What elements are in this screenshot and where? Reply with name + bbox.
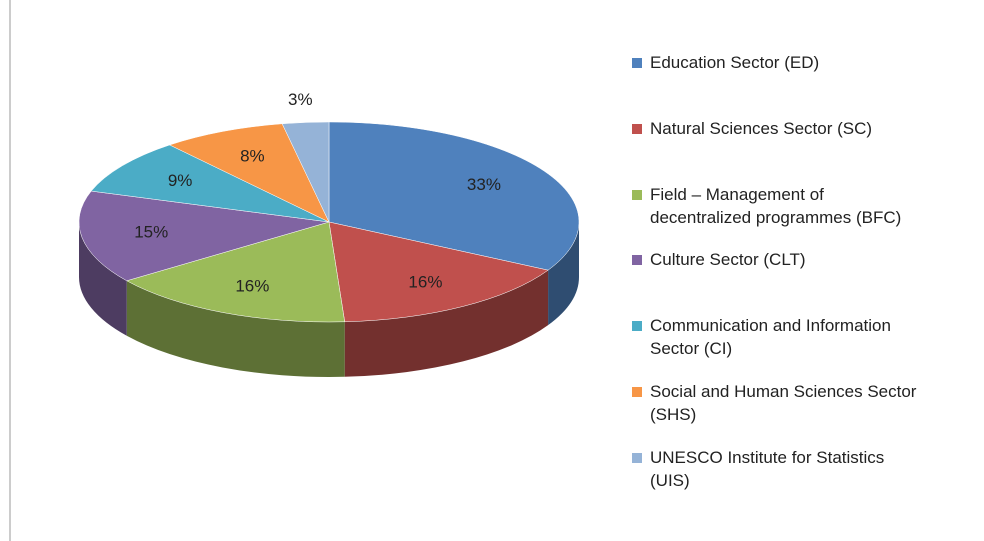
- slice: [78, 190, 330, 282]
- slice: [328, 121, 580, 271]
- data-label: 3%: [288, 90, 313, 109]
- data-label: 33%: [467, 175, 501, 194]
- legend-label: UNESCO Institute for Statistics (UIS): [650, 447, 885, 490]
- legend-label: Education Sector (ED): [650, 53, 820, 72]
- legend-label: Communication and Information Sector (CI…: [650, 316, 891, 359]
- legend-item: Social and Human Sciences Sector (SHS): [632, 380, 922, 426]
- legend-swatch: [632, 123, 642, 134]
- legend-label: Field – Management of decentralized prog…: [650, 184, 902, 227]
- legend-item: Communication and Information Sector (CI…: [632, 314, 922, 360]
- legend-swatch: [632, 255, 642, 266]
- slice-side: [126, 280, 345, 377]
- legend-swatch: [632, 321, 642, 332]
- legend-swatch: [632, 189, 642, 200]
- legend-swatch: [632, 58, 642, 68]
- legend-item: Culture Sector (CLT): [632, 248, 922, 271]
- slice-side: [79, 222, 127, 336]
- slice-side: [548, 222, 579, 326]
- slice: [281, 121, 330, 223]
- legend-swatch: [632, 387, 642, 397]
- slice-side: [344, 270, 549, 377]
- data-label: 16%: [408, 272, 442, 291]
- legend-label: Culture Sector (CLT): [650, 250, 806, 270]
- slice: [90, 144, 330, 223]
- legend-item: Field – Management of decentralized prog…: [632, 183, 922, 229]
- legend-item: UNESCO Institute for Statistics (UIS): [632, 446, 922, 492]
- slice: [168, 123, 330, 223]
- slice: [126, 221, 345, 323]
- data-label: 16%: [235, 277, 269, 296]
- legend-label: Social and Human Sciences Sector (SHS): [650, 382, 917, 424]
- legend-item: Natural Sciences Sector (SC): [632, 117, 922, 140]
- legend-item: Education Sector (ED): [632, 51, 922, 74]
- data-label: 15%: [134, 223, 168, 242]
- legend-swatch: [632, 452, 642, 463]
- data-label: 9%: [168, 171, 193, 190]
- slice: [328, 221, 549, 323]
- data-label: 8%: [240, 146, 265, 165]
- legend-label: Natural Sciences Sector (SC): [650, 118, 873, 138]
